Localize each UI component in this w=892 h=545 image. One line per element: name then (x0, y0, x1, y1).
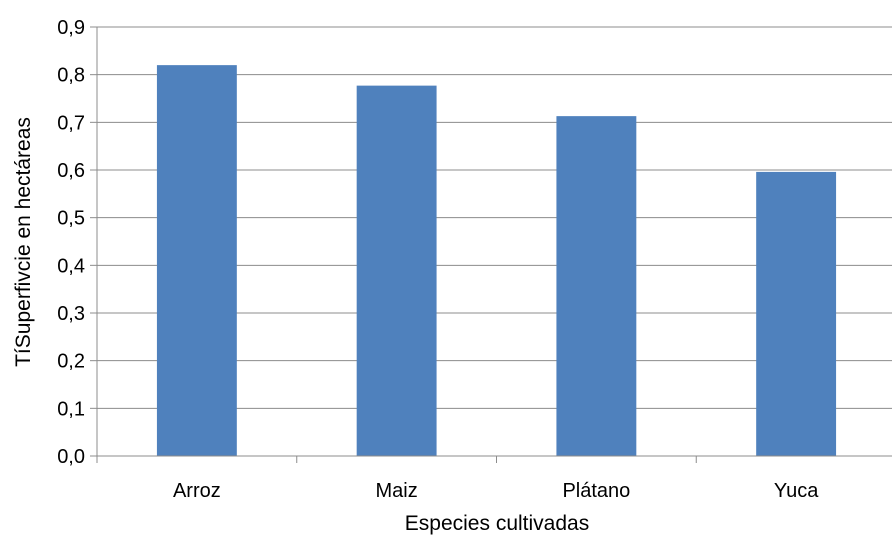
x-tick-labels: Arroz Maiz Plátano Yuca (173, 480, 819, 502)
x-axis-title: Especies cultivadas (405, 512, 589, 535)
x-tick-label: Arroz (173, 480, 221, 502)
bar-arroz (156, 65, 237, 456)
y-tick-label: 0,0 (57, 446, 85, 468)
y-tick-label: 0,9 (57, 17, 85, 39)
y-tick-label: 0,7 (57, 112, 85, 134)
y-tick-label: 0,2 (57, 351, 85, 373)
y-tick-labels: 0,0 0,1 0,2 0,3 0,4 0,5 0,6 0,7 0,8 0,9 (57, 17, 85, 468)
x-tick-label: Maiz (376, 480, 418, 502)
y-tick-label: 0,5 (57, 208, 85, 230)
bar-plátano (556, 116, 637, 457)
x-tick-label: Plátano (562, 480, 630, 502)
x-tick-label: Yuca (774, 480, 819, 502)
y-tick-label: 0,4 (57, 255, 85, 277)
bar-maiz (356, 85, 437, 456)
y-tick-label: 0,1 (57, 398, 85, 420)
bar-yuca (756, 171, 837, 456)
y-tick-label: 0,3 (57, 303, 85, 325)
y-tick-label: 0,6 (57, 160, 85, 182)
bars (156, 65, 837, 457)
y-tick-label: 0,8 (57, 65, 85, 87)
axes (90, 26, 892, 463)
y-axis-title: TíSuperfivcie en hectáreas (12, 117, 35, 367)
